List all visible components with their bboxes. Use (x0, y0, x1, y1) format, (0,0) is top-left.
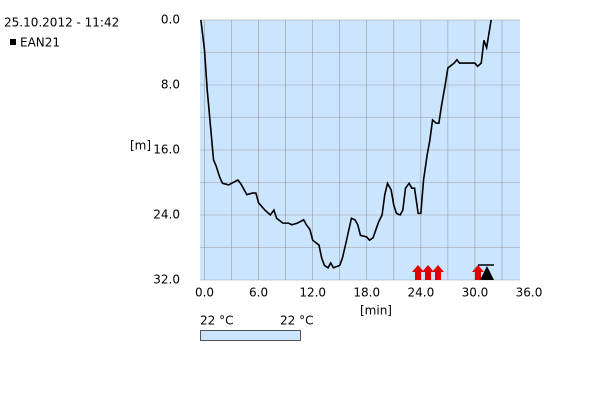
event-marker (472, 265, 484, 280)
end-marker (480, 266, 494, 280)
x-axis-label: [min] (360, 304, 392, 318)
legend-label: EAN21 (20, 36, 60, 50)
event-marker (432, 265, 444, 280)
temperature-bar (200, 330, 301, 341)
y-tick-label: 0.0 (161, 13, 180, 27)
x-tick-label: 12.0 (299, 286, 326, 300)
x-tick-label: 0.0 (195, 286, 214, 300)
x-tick-label: 6.0 (249, 286, 268, 300)
y-axis-label: [m] (130, 139, 151, 153)
x-tick-label: 30.0 (462, 286, 489, 300)
y-tick-label: 24.0 (153, 208, 180, 222)
legend-swatch (10, 39, 16, 45)
y-tick-label: 8.0 (161, 78, 180, 92)
event-marker (422, 265, 434, 280)
profile-line (200, 19, 492, 269)
x-tick-label: 18.0 (353, 286, 380, 300)
x-tick-label: 36.0 (516, 286, 543, 300)
y-tick-label: 16.0 (153, 143, 180, 157)
y-tick-label: 32.0 (153, 273, 180, 287)
temperature-label: 22 °C (200, 314, 233, 328)
x-tick-label: 24.0 (407, 286, 434, 300)
event-marker (412, 265, 424, 280)
chart-title: 25.10.2012 - 11:42 (4, 16, 119, 30)
temperature-label: 22 °C (280, 314, 313, 328)
